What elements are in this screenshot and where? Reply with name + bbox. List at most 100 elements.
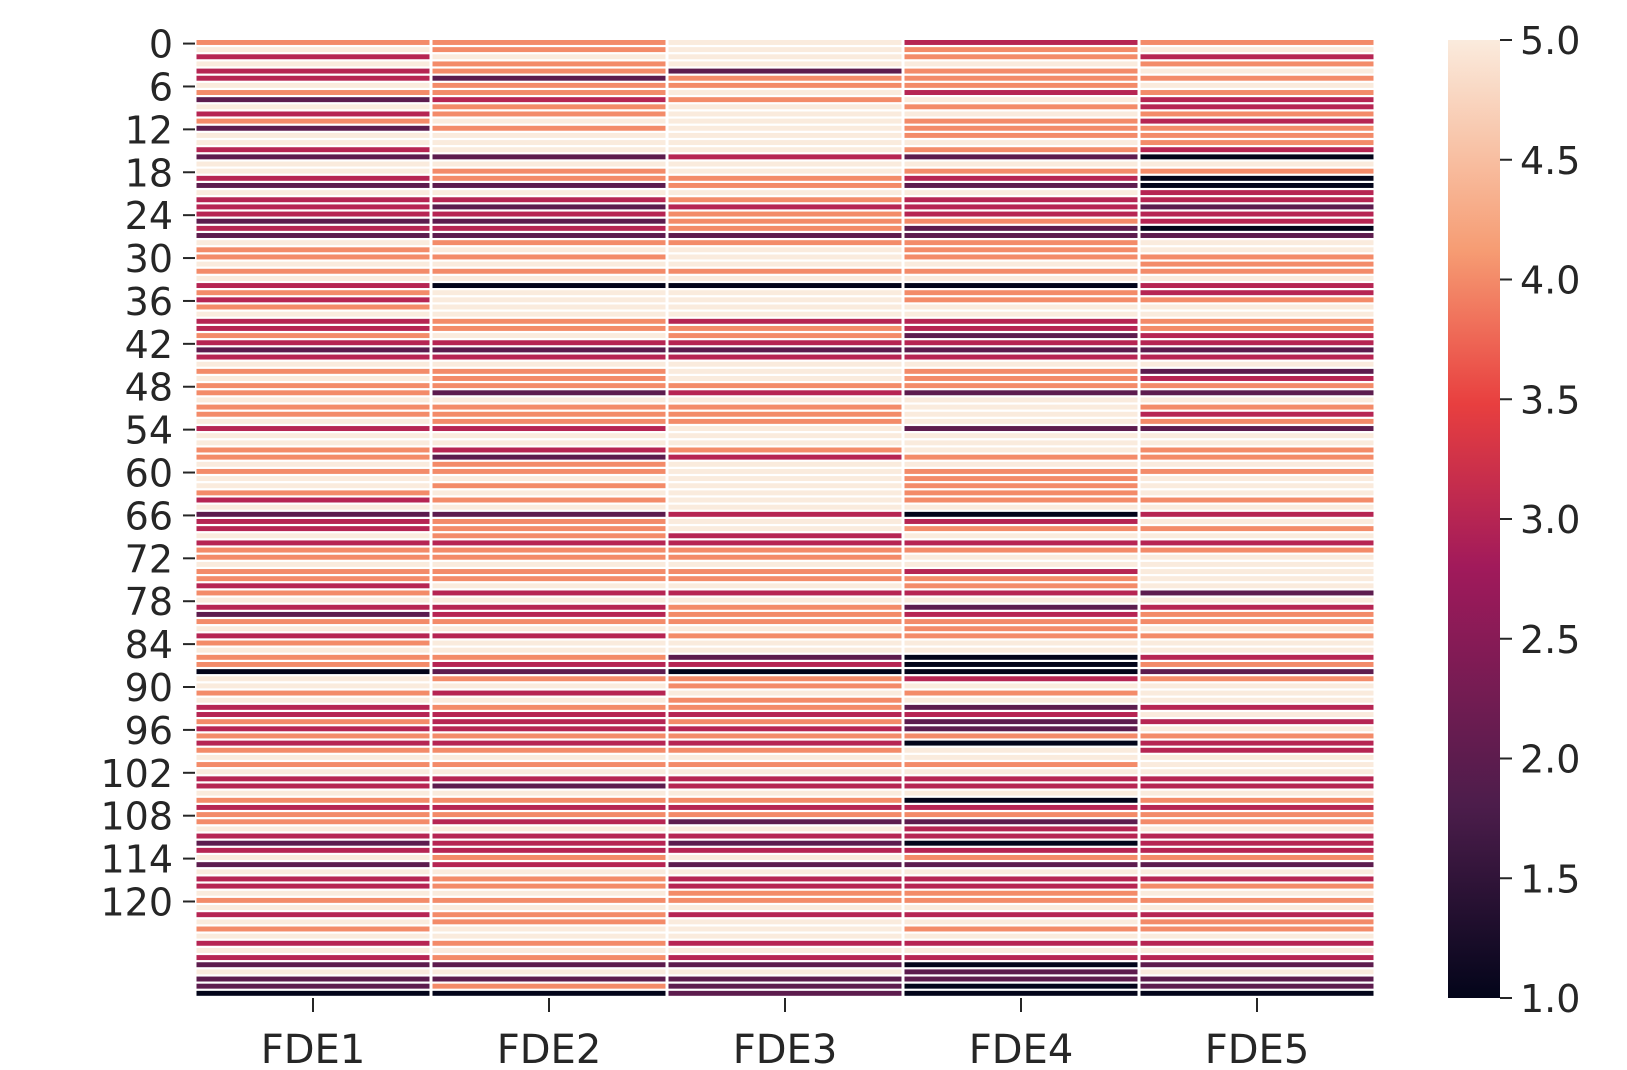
heatmap-cell (196, 333, 430, 339)
heatmap-cell (904, 82, 1138, 88)
heatmap-cell (432, 611, 666, 617)
heatmap-cell (904, 740, 1138, 746)
heatmap-cell (904, 933, 1138, 939)
heatmap-cell (1140, 626, 1374, 632)
heatmap-cell (432, 704, 666, 710)
heatmap-cell (1140, 476, 1374, 482)
heatmap-cell (1140, 819, 1374, 825)
heatmap-cell (196, 376, 430, 381)
heatmap-cell (904, 783, 1138, 789)
heatmap-cell (196, 619, 430, 625)
heatmap-cell (1140, 969, 1374, 975)
heatmap-cell (1140, 926, 1374, 932)
heatmap-cell (196, 397, 430, 403)
y-tick-label: 24 (125, 194, 173, 238)
heatmap-cell (904, 104, 1138, 110)
y-tick-label: 18 (125, 151, 173, 195)
heatmap-cell (668, 161, 902, 167)
heatmap-cell (432, 890, 666, 896)
heatmap-cell (668, 468, 902, 474)
heatmap-cell (432, 747, 666, 753)
heatmap-cell (904, 726, 1138, 732)
heatmap-cell (1140, 690, 1374, 696)
heatmap-cell (668, 669, 902, 675)
heatmap-cell (1140, 647, 1374, 653)
heatmap-cell (904, 983, 1138, 989)
heatmap-cell (1140, 519, 1374, 524)
heatmap-cell (904, 597, 1138, 603)
heatmap-cell (904, 283, 1138, 289)
heatmap-cell (196, 454, 430, 460)
heatmap-cell (1140, 333, 1374, 339)
heatmap-cell (1140, 783, 1374, 789)
heatmap-cell (668, 976, 902, 982)
heatmap-cell (432, 275, 666, 281)
heatmap-cell (668, 797, 902, 803)
heatmap-cell (1140, 433, 1374, 439)
heatmap-cell (1140, 368, 1374, 374)
heatmap-cell (668, 125, 902, 131)
heatmap-cell (904, 619, 1138, 625)
heatmap-cell (904, 426, 1138, 432)
heatmap-cell (904, 912, 1138, 918)
x-tick-label: FDE1 (261, 1027, 366, 1070)
heatmap-cell (432, 955, 666, 961)
heatmap-cell (196, 368, 430, 374)
heatmap-cell (432, 383, 666, 389)
heatmap-cell (668, 583, 902, 589)
heatmap-cell (904, 611, 1138, 617)
heatmap-cell (196, 490, 430, 496)
heatmap-cell (668, 604, 902, 610)
heatmap-cell (668, 197, 902, 203)
heatmap-cell (196, 304, 430, 310)
heatmap-cell (432, 347, 666, 353)
heatmap-cell (196, 440, 430, 446)
heatmap-cell (668, 311, 902, 317)
heatmap-cell (668, 754, 902, 760)
heatmap-cell (1140, 640, 1374, 646)
heatmap-cell (668, 640, 902, 646)
heatmap-cell (1140, 190, 1374, 196)
heatmap-cell (432, 697, 666, 703)
heatmap-cell (1140, 182, 1374, 188)
heatmap-cell (196, 754, 430, 760)
heatmap-cell (668, 919, 902, 925)
heatmap-cell (904, 576, 1138, 582)
heatmap-cell (196, 569, 430, 574)
heatmap-cell (196, 683, 430, 689)
heatmap-cell (432, 175, 666, 181)
heatmap-cell (432, 876, 666, 882)
heatmap-cell (1140, 912, 1374, 918)
heatmap-cell (904, 233, 1138, 238)
heatmap-cell (668, 218, 902, 224)
heatmap-cell (1140, 376, 1374, 381)
heatmap-cell (1140, 833, 1374, 839)
heatmap-cell (1140, 726, 1374, 732)
heatmap-cell (668, 418, 902, 424)
heatmap-cell (432, 604, 666, 610)
heatmap-cell (432, 640, 666, 646)
heatmap-cell (432, 504, 666, 510)
heatmap-cell (432, 569, 666, 574)
heatmap-cell (904, 819, 1138, 825)
heatmap-cell (668, 712, 902, 717)
colorbar-tick-label: 4.0 (1520, 259, 1580, 303)
colorbar: 1.0 1.5 2.0 2.5 3.0 3.5 4.0 4.5 5.0 (1448, 19, 1580, 1021)
heatmap-cell (1140, 168, 1374, 174)
heatmap-cell (668, 175, 902, 181)
heatmap-cell (196, 182, 430, 188)
heatmap-cell (432, 283, 666, 289)
heatmap-cell (196, 75, 430, 81)
y-tick-label: 54 (125, 409, 173, 453)
heatmap-cell (432, 104, 666, 110)
heatmap-cell (668, 697, 902, 703)
heatmap-cell (668, 905, 902, 911)
heatmap-cell (196, 240, 430, 246)
heatmap-cell (1140, 561, 1374, 567)
heatmap-cell (432, 97, 666, 103)
heatmap-cell (668, 383, 902, 389)
heatmap-cell (432, 340, 666, 346)
heatmap-cell (1140, 397, 1374, 403)
heatmap-cell (432, 304, 666, 310)
heatmap-cell (432, 762, 666, 768)
